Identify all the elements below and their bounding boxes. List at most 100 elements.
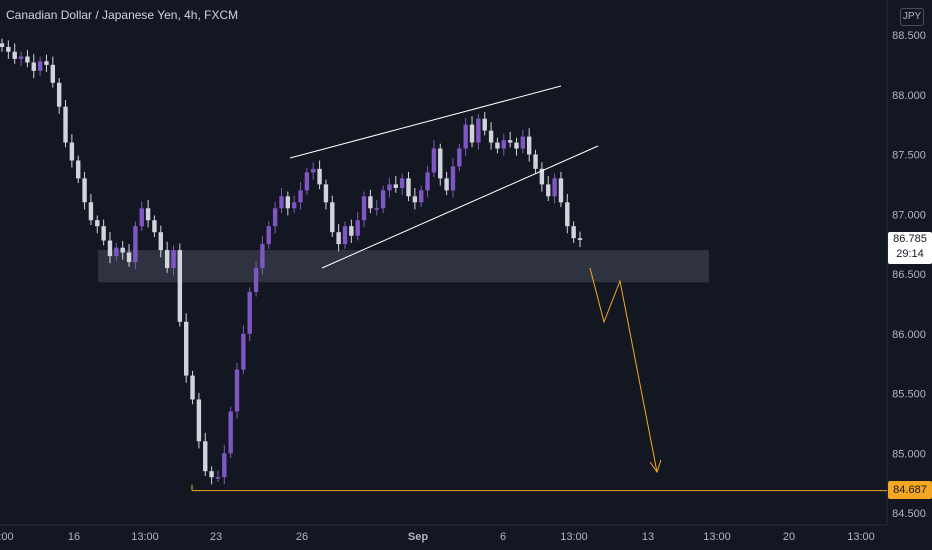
candle	[139, 201, 144, 231]
candle	[514, 137, 519, 156]
price-tick-label: 84.500	[892, 508, 926, 520]
candle	[577, 231, 583, 248]
time-tick-label: :00	[0, 531, 14, 543]
candle	[12, 43, 17, 64]
candle	[177, 243, 183, 327]
price-tick-label: 86.500	[892, 269, 926, 281]
time-tick-label: 13:00	[131, 531, 159, 543]
candle	[539, 162, 545, 192]
candle	[488, 122, 494, 150]
candle	[291, 195, 297, 214]
candle	[260, 235, 265, 276]
candle	[565, 193, 570, 234]
candle	[164, 241, 170, 273]
candle	[95, 215, 100, 234]
candle	[234, 363, 240, 419]
support-zone[interactable]	[98, 250, 709, 283]
candle	[552, 173, 557, 204]
candle	[330, 195, 335, 237]
candle	[25, 49, 30, 68]
candle	[533, 149, 538, 174]
projection-arrowhead	[649, 459, 662, 474]
time-tick-label: 26	[296, 531, 308, 543]
candle	[425, 165, 430, 198]
candle	[419, 185, 424, 208]
candle	[63, 100, 68, 148]
candle	[361, 191, 367, 228]
candle	[406, 171, 411, 202]
price-ticks: 88.500 88.000 87.500 87.000 86.500 86.000 85.5…	[892, 30, 926, 520]
price-tick-label: 88.000	[892, 90, 926, 102]
candle	[298, 181, 303, 210]
symbol-title: Canadian Dollar / Japanese Yen, 4h, FXCM	[6, 8, 239, 22]
candle	[349, 219, 354, 243]
price-tick-label: 87.500	[892, 150, 926, 162]
candle	[190, 370, 195, 405]
candle	[196, 392, 202, 449]
time-tick-label: 13	[642, 531, 654, 543]
candle	[393, 176, 399, 193]
candle	[495, 137, 500, 154]
candle	[76, 155, 81, 184]
candle	[44, 54, 49, 73]
candle	[114, 242, 119, 261]
candle	[215, 470, 221, 482]
candle	[501, 133, 506, 156]
candle	[247, 287, 252, 341]
candle	[107, 232, 113, 264]
time-tick-label: 23	[210, 531, 222, 543]
candle	[241, 325, 246, 375]
candle	[380, 185, 386, 214]
candle	[463, 118, 468, 156]
price-tick-label: 86.000	[892, 329, 926, 341]
channel-lower-line[interactable]	[321, 145, 599, 269]
candle	[431, 140, 437, 178]
candle	[69, 134, 75, 168]
bar-countdown: 29:14	[896, 248, 924, 260]
projection-path[interactable]	[589, 267, 658, 473]
candle	[56, 78, 62, 114]
candle	[120, 241, 125, 260]
candle	[145, 199, 151, 228]
candle	[304, 167, 310, 196]
price-tick-label: 88.500	[892, 30, 926, 42]
time-tick-label: 6	[500, 531, 506, 543]
candle	[399, 173, 405, 196]
time-ticks: :00 16 13:00 23 26 Sep 6 13:00 13 13:00 20 13:00	[0, 531, 875, 543]
candle	[37, 56, 43, 76]
candle	[133, 221, 138, 270]
last-price-value: 86.785	[893, 233, 927, 245]
candle	[222, 444, 227, 485]
candles-layer	[0, 38, 583, 485]
time-tick-label: Sep	[408, 531, 428, 543]
candle	[266, 221, 271, 249]
candle	[457, 143, 462, 172]
target-line-layer	[191, 484, 887, 492]
candle	[520, 130, 526, 154]
candle	[317, 160, 322, 190]
candle	[158, 225, 163, 258]
candle	[50, 56, 56, 88]
support-zone-layer	[98, 250, 709, 283]
candle	[323, 179, 329, 210]
currency-badge[interactable]: JPY	[900, 8, 924, 26]
time-tick-label: 13:00	[847, 531, 875, 543]
candle	[450, 158, 456, 198]
channel-upper-line[interactable]	[289, 85, 562, 159]
candle	[18, 51, 24, 67]
candle	[526, 128, 532, 162]
time-tick-label: 20	[783, 531, 795, 543]
price-tick-label: 85.000	[892, 448, 926, 460]
candle	[171, 245, 176, 276]
candle	[438, 143, 443, 186]
candle	[228, 406, 233, 459]
candle	[368, 189, 373, 214]
candle	[203, 432, 208, 476]
candle	[0, 38, 5, 52]
candle	[311, 162, 316, 180]
price-tick-label: 87.000	[892, 209, 926, 221]
candle	[152, 215, 157, 237]
candle	[336, 223, 341, 252]
candle	[285, 191, 291, 216]
